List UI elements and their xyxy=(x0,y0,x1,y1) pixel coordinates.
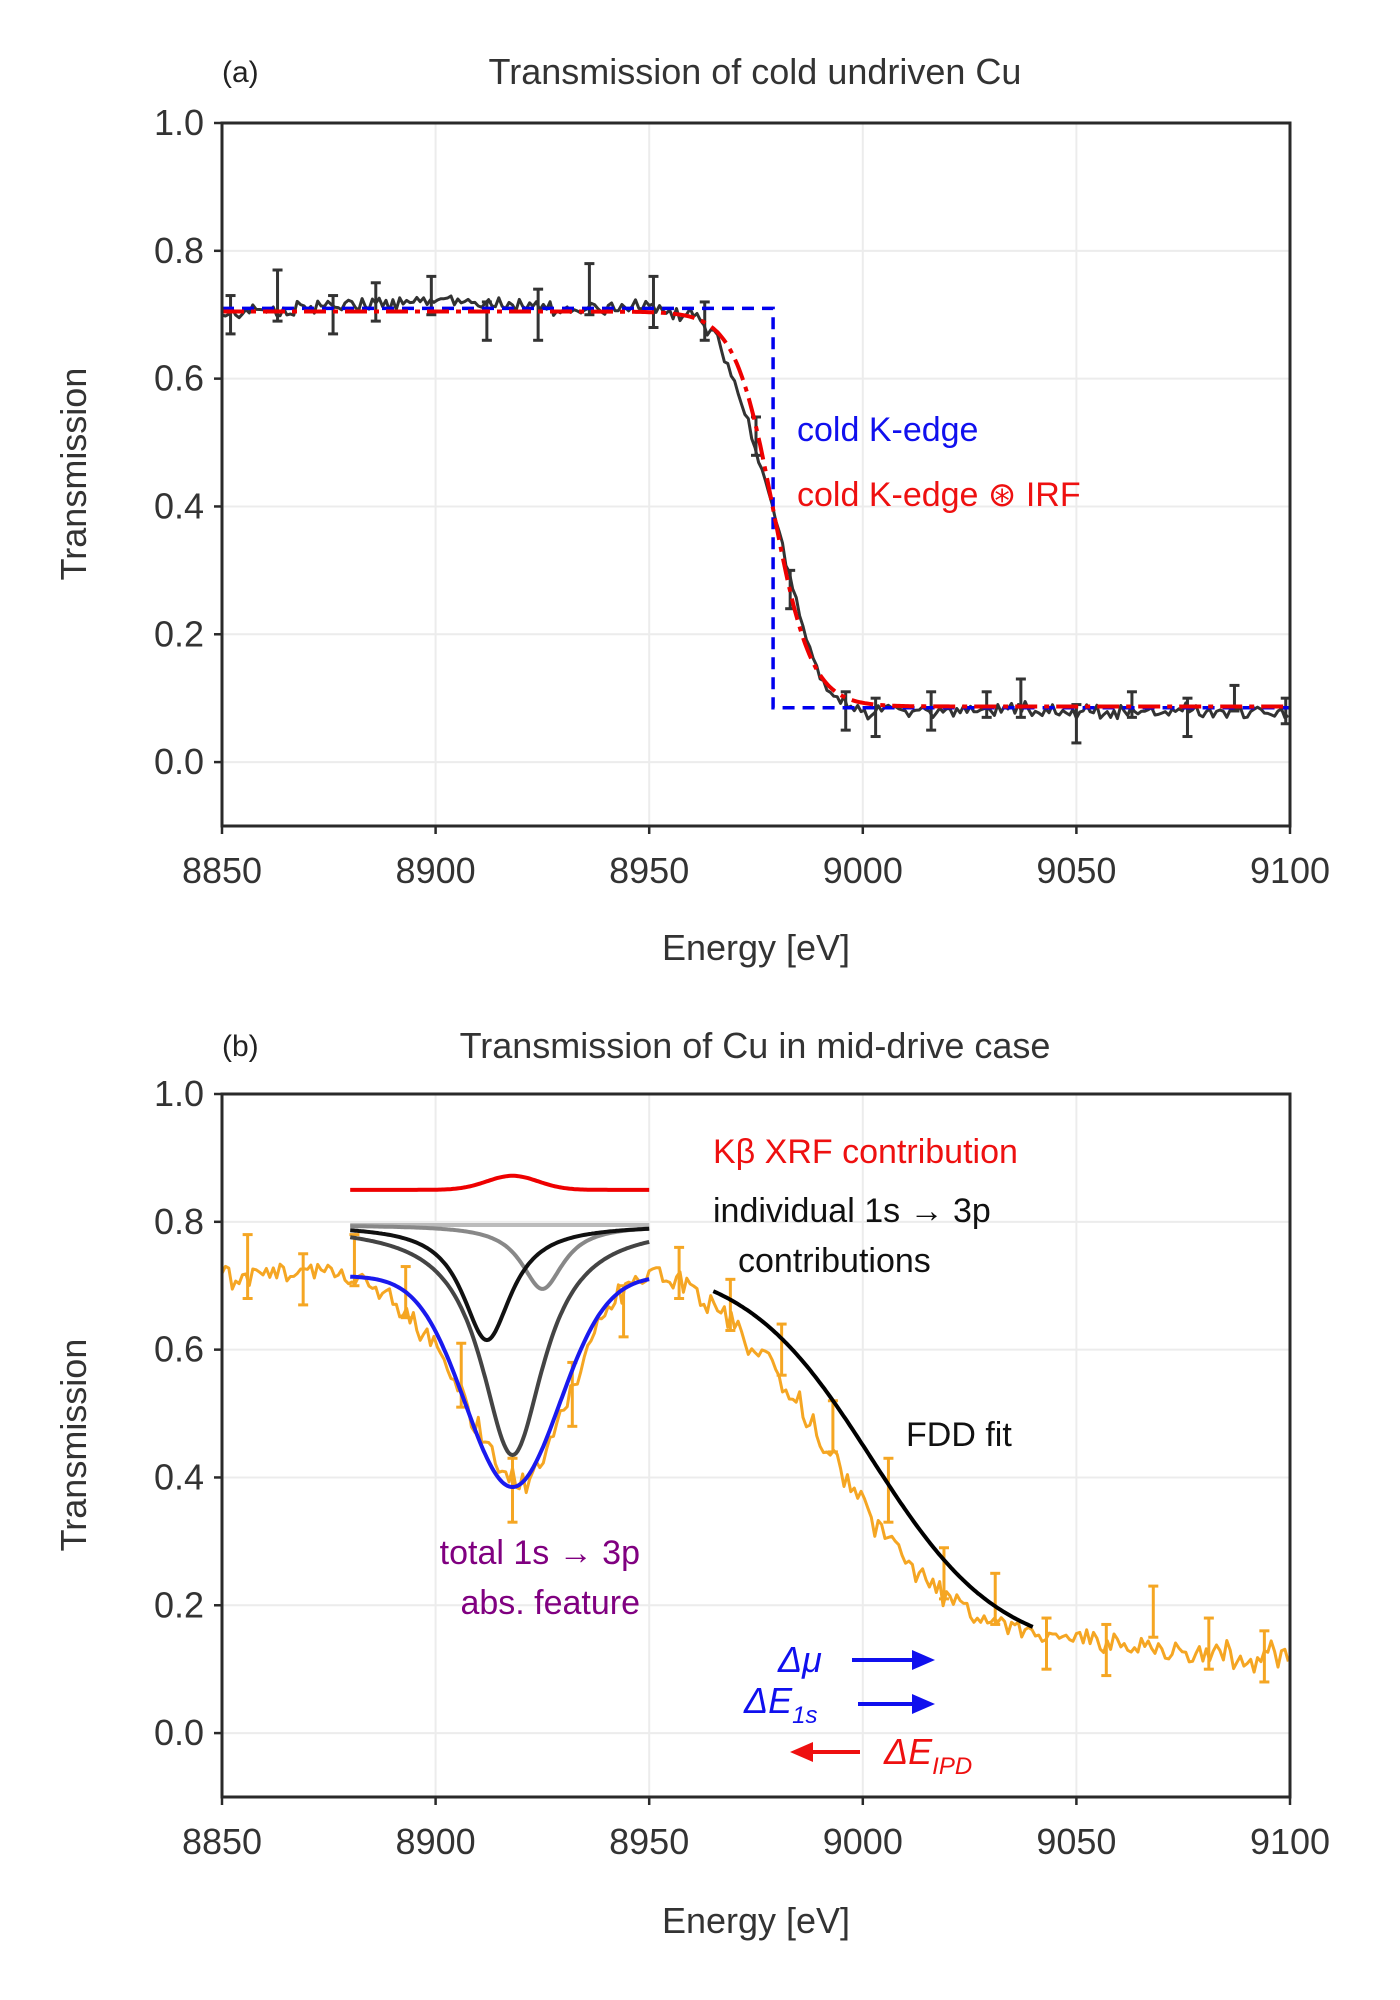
annotation-kbeta: Kβ XRF contribution xyxy=(713,1133,1018,1171)
y-tick-label: 1.0 xyxy=(154,1073,204,1114)
y-tick-label: 0.0 xyxy=(154,1712,204,1753)
annotation-cold-k-edge-irf: cold K-edge ⊛ IRF xyxy=(797,476,1081,514)
error-bar xyxy=(870,696,881,739)
y-tick-label: 0.0 xyxy=(154,741,204,782)
arrow-delta-eipd-head xyxy=(790,1742,813,1762)
error-bar xyxy=(370,281,381,323)
panel-a-grid xyxy=(221,122,1291,826)
panel-a-label: (a) xyxy=(222,56,259,89)
error-bar xyxy=(225,294,236,336)
y-tick-label: 0.6 xyxy=(154,1329,204,1370)
panel-b-ticks: 8850 8900 8950 9000 9050 9100 0.0 0.2 0.4 0.6 0.8 1… xyxy=(154,1073,1330,1862)
kbeta-xrf-line xyxy=(350,1173,650,1192)
arrow-delta-eipd-label: ΔEIPD xyxy=(883,1731,972,1780)
x-tick-label: 9050 xyxy=(1036,1821,1116,1862)
arrow-delta-mu-label: Δμ xyxy=(777,1639,822,1680)
arrow-delta-eipd-main: ΔE xyxy=(883,1731,933,1772)
y-tick-label: 0.4 xyxy=(154,485,204,526)
panel-a-xlabel: Energy [eV] xyxy=(662,927,850,968)
panel-a-plot-area xyxy=(221,262,1291,745)
y-tick-label: 0.6 xyxy=(154,358,204,399)
x-tick-label: 8950 xyxy=(609,1821,689,1862)
individual-1s-3p-line xyxy=(349,1235,650,1458)
y-tick-label: 0.2 xyxy=(154,613,204,654)
error-bar xyxy=(533,287,544,342)
annotation-individual-line1: individual 1s → 3p xyxy=(713,1192,991,1230)
panel-a-title: Transmission of cold undriven Cu xyxy=(489,51,1022,92)
x-tick-label: 8850 xyxy=(182,1821,262,1862)
error-bar xyxy=(1148,1584,1159,1639)
error-bar xyxy=(242,1233,253,1301)
cold-k-edge-irf-line xyxy=(222,309,1290,709)
arrow-delta-e1s-main: ΔE xyxy=(743,1680,793,1721)
individual-1s-3p-line xyxy=(350,1224,650,1291)
error-bar xyxy=(674,1245,685,1301)
x-tick-label: 8850 xyxy=(182,850,262,891)
error-bar xyxy=(1259,1629,1270,1684)
error-bar xyxy=(648,274,659,330)
measured-transmission-line xyxy=(221,294,1290,721)
arrow-delta-eipd-sub: IPD xyxy=(932,1753,972,1780)
error-bar xyxy=(1041,1616,1052,1671)
y-tick-label: 0.8 xyxy=(154,230,204,271)
error-bar xyxy=(1101,1622,1112,1678)
arrow-delta-mu-head xyxy=(912,1650,935,1670)
panel-b-ylabel: Transmission xyxy=(53,1339,94,1552)
y-tick-label: 1.0 xyxy=(154,102,204,143)
annotation-total-line2: abs. feature xyxy=(460,1584,640,1622)
measured-transmission-line xyxy=(220,1262,1290,1674)
error-bar xyxy=(883,1456,894,1524)
x-tick-label: 9050 xyxy=(1036,850,1116,891)
error-bar xyxy=(776,1322,787,1377)
fdd-fit-line xyxy=(712,1289,1034,1629)
annotation-total-line1: total 1s → 3p xyxy=(440,1534,640,1572)
total-1s-3p-line xyxy=(350,1274,650,1490)
annotation-fdd-fit: FDD fit xyxy=(906,1416,1012,1454)
individual-1s-3p-line xyxy=(350,1226,650,1343)
arrow-delta-e1s: ΔE1s xyxy=(743,1680,935,1729)
x-tick-label: 9100 xyxy=(1250,1821,1330,1862)
y-tick-label: 0.8 xyxy=(154,1201,204,1242)
error-bar xyxy=(1015,677,1026,719)
panel-b-title: Transmission of Cu in mid-drive case xyxy=(460,1025,1051,1066)
x-tick-label: 8900 xyxy=(396,1821,476,1862)
y-tick-label: 0.4 xyxy=(154,1456,204,1497)
y-tick-label: 0.2 xyxy=(154,1584,204,1625)
error-bar xyxy=(840,690,851,732)
error-bar xyxy=(725,1277,736,1332)
arrow-delta-e1s-sub: 1s xyxy=(792,1702,817,1729)
x-tick-label: 9000 xyxy=(823,1821,903,1862)
panel-b-xlabel: Energy [eV] xyxy=(662,1900,850,1941)
error-bar xyxy=(1126,690,1137,719)
panel-a-ticks: 8850 8900 8950 9000 9050 9100 0.0 0.2 0.4 0.6 0.8 1… xyxy=(154,102,1330,891)
arrow-delta-eipd: ΔEIPD xyxy=(790,1731,972,1780)
arrow-delta-e1s-label: ΔE1s xyxy=(743,1680,818,1729)
error-bar xyxy=(938,1546,949,1601)
annotation-cold-k-edge: cold K-edge xyxy=(797,411,978,449)
panel-a-axes-frame xyxy=(220,121,1292,828)
error-bar xyxy=(1203,1616,1214,1671)
error-bar xyxy=(328,294,339,336)
error-bar xyxy=(298,1252,309,1307)
panel-a: (a) Transmission of cold undriven Cu 885… xyxy=(53,51,1330,968)
x-tick-label: 9100 xyxy=(1250,850,1330,891)
panel-b-axes-frame xyxy=(220,1092,1292,1799)
error-bar xyxy=(507,1456,518,1524)
arrow-delta-mu: Δμ xyxy=(777,1639,935,1680)
error-bar xyxy=(926,690,937,732)
panel-b-label: (b) xyxy=(222,1030,259,1063)
x-tick-label: 8900 xyxy=(396,850,476,891)
x-tick-label: 9000 xyxy=(823,850,903,891)
error-bar xyxy=(584,262,595,317)
arrow-delta-e1s-head xyxy=(912,1694,935,1714)
panel-b: (b) Transmission of Cu in mid-drive case… xyxy=(53,1025,1330,1941)
error-bar xyxy=(990,1571,1001,1626)
cold-k-edge-line xyxy=(222,306,1290,710)
x-tick-label: 8950 xyxy=(609,850,689,891)
panel-b-plot-area xyxy=(220,1173,1290,1684)
panel-a-ylabel: Transmission xyxy=(53,368,94,581)
annotation-individual-line2: contributions xyxy=(738,1242,931,1280)
